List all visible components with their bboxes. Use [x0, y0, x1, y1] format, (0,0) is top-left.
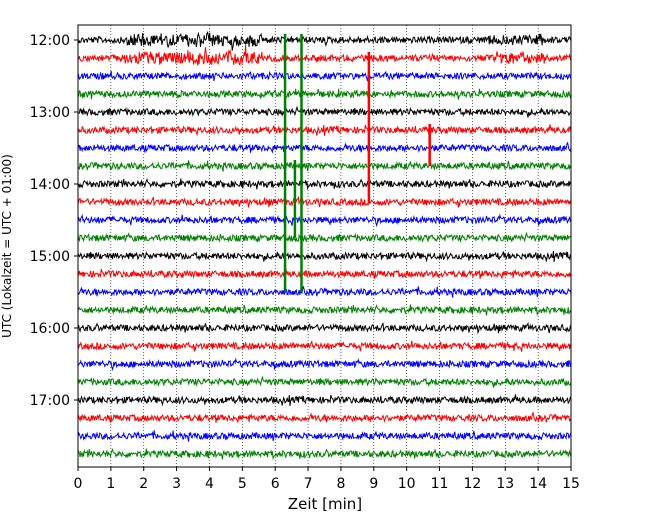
- x-tick-label: 12: [463, 476, 481, 492]
- trace-row: [77, 304, 572, 317]
- x-tick-label: 2: [139, 476, 148, 492]
- x-tick-label: 8: [336, 476, 345, 492]
- trace-row: [77, 339, 572, 352]
- y-tick-label: 15:00: [30, 249, 70, 265]
- trace-row: [77, 357, 572, 372]
- trace-row: [77, 286, 572, 298]
- trace-row: [77, 88, 572, 100]
- trace-row: [77, 268, 572, 280]
- x-axis-label: Zeit [min]: [288, 495, 362, 513]
- y-axis-label: UTC (Lokalzeit = UTC + 01:00): [0, 154, 14, 338]
- trace-row: [77, 250, 572, 263]
- trace-row: [77, 448, 572, 461]
- trace-row: [77, 375, 572, 388]
- y-tick-label: 16:00: [30, 321, 70, 337]
- y-axis: 12:00 13:00 14:00 15:00 16:00 17:00: [30, 33, 78, 409]
- x-tick-label: 10: [398, 476, 416, 492]
- trace-row: [77, 430, 572, 442]
- y-tick-label: 17:00: [30, 393, 70, 409]
- trace-row: [77, 31, 572, 51]
- trace-row: [77, 105, 572, 118]
- x-tick-label: 4: [205, 476, 214, 492]
- trace-row: [77, 70, 572, 82]
- trace-row: [77, 178, 572, 191]
- trace-group: [77, 31, 572, 461]
- plot-area: [78, 25, 571, 467]
- trace-row: [77, 231, 572, 243]
- x-tick-label: 13: [496, 476, 514, 492]
- x-tick-label: 15: [562, 476, 580, 492]
- trace-row: [77, 160, 572, 172]
- trace-row: [77, 124, 572, 137]
- y-tick-label: 12:00: [30, 33, 70, 49]
- trace-row: [77, 394, 572, 407]
- trace-row: [77, 142, 572, 154]
- x-tick-label: 1: [106, 476, 115, 492]
- x-tick-label: 6: [271, 476, 280, 492]
- y-tick-label: 13:00: [30, 105, 70, 121]
- plot-frame: [77, 24, 572, 468]
- x-axis: 0 1 2 3 4 5 6 7 8 9 10 11 12 13 14 15: [74, 467, 580, 492]
- trace-row: [77, 195, 572, 209]
- x-tick-label: 9: [369, 476, 378, 492]
- x-tick-label: 7: [304, 476, 313, 492]
- event-group: [283, 34, 431, 292]
- x-tick-label: 3: [172, 476, 181, 492]
- trace-row: [77, 412, 572, 424]
- x-tick-label: 0: [74, 476, 83, 492]
- trace-row: [77, 213, 572, 228]
- x-tick-label: 14: [529, 476, 547, 492]
- trace-row: [77, 44, 572, 66]
- x-tick-label: 11: [431, 476, 449, 492]
- y-tick-label: 14:00: [30, 177, 70, 193]
- trace-row: [77, 321, 572, 335]
- x-tick-label: 5: [238, 476, 247, 492]
